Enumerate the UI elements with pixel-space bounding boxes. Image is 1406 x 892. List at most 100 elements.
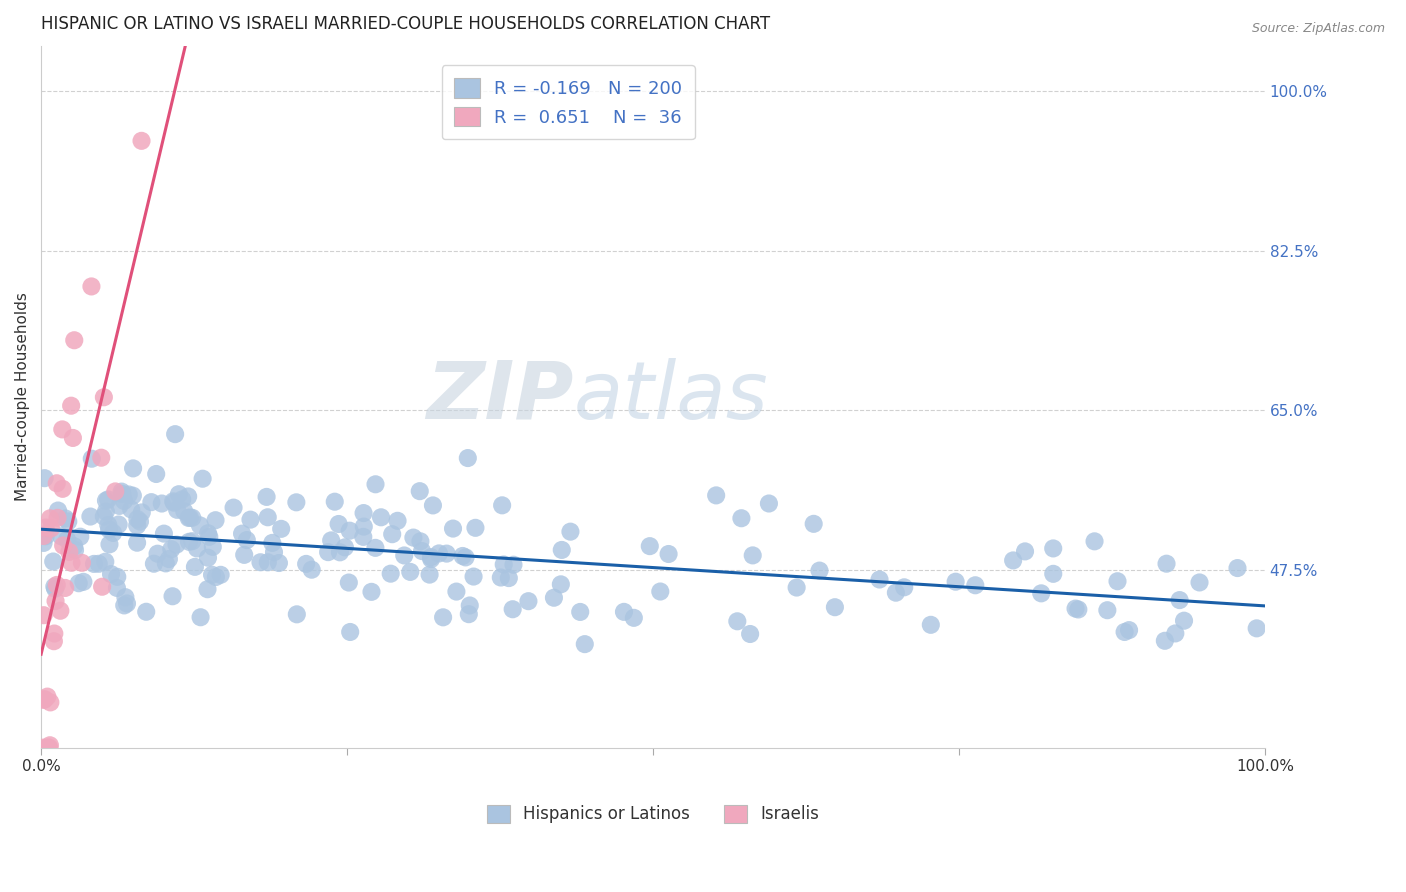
Text: atlas: atlas	[574, 358, 768, 435]
Point	[353, 519, 375, 533]
Point	[63, 539, 86, 553]
Point	[419, 567, 441, 582]
Point	[72, 574, 94, 589]
Point	[186, 541, 208, 556]
Point	[380, 566, 402, 581]
Point	[704, 488, 727, 502]
Point	[93, 390, 115, 404]
Point	[394, 549, 416, 563]
Point	[824, 600, 846, 615]
Point	[131, 505, 153, 519]
Point	[93, 509, 115, 524]
Point	[758, 496, 780, 510]
Point	[70, 556, 93, 570]
Point	[45, 476, 67, 491]
Y-axis label: Married-couple Households: Married-couple Households	[15, 293, 30, 501]
Point	[100, 567, 122, 582]
Point	[160, 542, 183, 557]
Point	[153, 526, 176, 541]
Point	[204, 513, 226, 527]
Point	[451, 549, 474, 563]
Point	[105, 570, 128, 584]
Point	[920, 617, 942, 632]
Point	[323, 494, 346, 508]
Point	[337, 575, 360, 590]
Point	[146, 547, 169, 561]
Point	[110, 484, 132, 499]
Point	[63, 543, 86, 558]
Point	[98, 537, 121, 551]
Point	[49, 604, 72, 618]
Point	[370, 510, 392, 524]
Point	[44, 580, 66, 594]
Point	[163, 496, 186, 510]
Point	[945, 574, 967, 589]
Point	[1118, 623, 1140, 637]
Point	[560, 524, 582, 539]
Point	[162, 589, 184, 603]
Point	[83, 557, 105, 571]
Point	[339, 625, 361, 640]
Point	[97, 517, 120, 532]
Point	[53, 581, 76, 595]
Point	[162, 494, 184, 508]
Point	[111, 487, 134, 501]
Point	[94, 493, 117, 508]
Point	[409, 534, 432, 549]
Point	[60, 556, 83, 570]
Point	[62, 431, 84, 445]
Point	[51, 422, 73, 436]
Point	[1064, 601, 1087, 615]
Point	[67, 576, 90, 591]
Point	[129, 515, 152, 529]
Point	[803, 516, 825, 531]
Point	[333, 541, 356, 555]
Point	[44, 582, 66, 596]
Point	[45, 578, 67, 592]
Point	[56, 533, 79, 547]
Point	[197, 550, 219, 565]
Point	[454, 550, 477, 565]
Point	[101, 525, 124, 540]
Point	[107, 517, 129, 532]
Point	[502, 602, 524, 616]
Point	[209, 567, 232, 582]
Point	[1164, 626, 1187, 640]
Point	[256, 490, 278, 504]
Point	[262, 536, 284, 550]
Point	[256, 510, 278, 524]
Point	[105, 581, 128, 595]
Point	[353, 506, 375, 520]
Point	[613, 605, 636, 619]
Point	[360, 585, 382, 599]
Point	[44, 626, 66, 640]
Point	[34, 529, 56, 543]
Point	[112, 494, 135, 508]
Point	[205, 570, 228, 584]
Point	[94, 504, 117, 518]
Point	[52, 539, 75, 553]
Point	[786, 581, 808, 595]
Point	[463, 569, 485, 583]
Point	[127, 512, 149, 526]
Point	[46, 511, 69, 525]
Point	[420, 552, 443, 566]
Point	[893, 580, 915, 594]
Point	[46, 503, 69, 517]
Point	[112, 599, 135, 613]
Point	[256, 555, 278, 569]
Point	[32, 529, 55, 543]
Point	[436, 547, 458, 561]
Point	[188, 518, 211, 533]
Point	[741, 549, 763, 563]
Point	[658, 547, 681, 561]
Point	[37, 690, 59, 704]
Point	[381, 527, 404, 541]
Point	[39, 695, 62, 709]
Point	[569, 605, 592, 619]
Point	[965, 578, 987, 592]
Point	[177, 490, 200, 504]
Point	[1002, 553, 1025, 567]
Point	[339, 524, 361, 538]
Point	[55, 511, 77, 525]
